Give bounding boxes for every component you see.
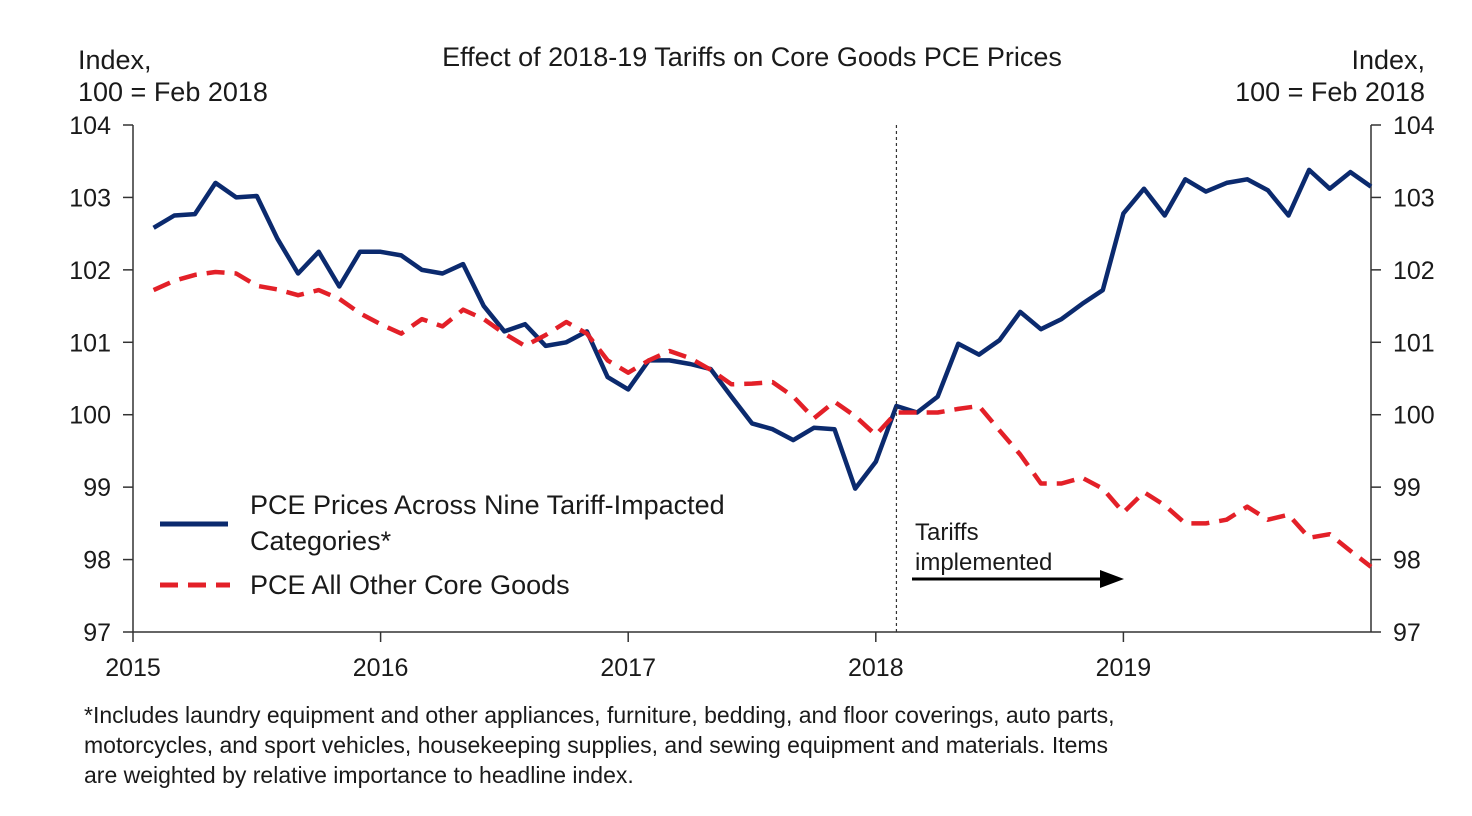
- y-tick-label-left: 103: [69, 184, 111, 212]
- y-tick-label-left: 101: [69, 329, 111, 357]
- y-tick-label-left: 104: [69, 112, 111, 140]
- chart: Effect of 2018-19 Tariffs on Core Goods …: [69, 42, 1435, 682]
- series-layer: [152, 167, 1373, 569]
- axes: 97 97 98 98 99 99 100 100 101 101 102 102 103 103 104 1…: [69, 112, 1435, 682]
- left-axis-label-line-2: 100 = Feb 2018: [78, 77, 268, 107]
- y-tick-label-right: 99: [1393, 474, 1421, 502]
- y-tick-label-right: 103: [1393, 184, 1435, 212]
- footnote: *Includes laundry equipment and other ap…: [84, 700, 1404, 790]
- legend-label-impacted-line-1: PCE Prices Across Nine Tariff-Impacted: [250, 490, 725, 520]
- tariffs-arrow: [912, 570, 1124, 588]
- y-tick-label-left: 100: [69, 402, 111, 430]
- series-line-impacted: [152, 167, 1373, 491]
- x-tick-label: 2017: [600, 654, 656, 682]
- series-line-other: [152, 269, 1373, 569]
- legend-label-other: PCE All Other Core Goods: [250, 570, 570, 600]
- y-tick-label-right: 100: [1393, 402, 1435, 430]
- x-tick-label: 2018: [848, 654, 904, 682]
- footnote-line-3: are weighted by relative importance to h…: [84, 762, 634, 788]
- tariffs-label-line-2: implemented: [915, 549, 1052, 576]
- chart-title: Effect of 2018-19 Tariffs on Core Goods …: [442, 42, 1062, 72]
- left-axis-label-line-1: Index,: [78, 45, 152, 75]
- legend-label-impacted-line-2: Categories*: [250, 526, 392, 556]
- y-tick-label-right: 97: [1393, 619, 1421, 647]
- y-tick-label-right: 101: [1393, 329, 1435, 357]
- right-axis-label-line-2: 100 = Feb 2018: [1235, 77, 1425, 107]
- y-tick-label-right: 104: [1393, 112, 1435, 140]
- y-tick-label-right: 98: [1393, 547, 1421, 575]
- y-tick-label-left: 97: [83, 619, 111, 647]
- y-tick-label-right: 102: [1393, 257, 1435, 285]
- right-axis-label-line-1: Index,: [1351, 45, 1425, 75]
- x-tick-label: 2019: [1096, 654, 1152, 682]
- y-tick-label-left: 98: [83, 547, 111, 575]
- footnote-line-1: *Includes laundry equipment and other ap…: [84, 702, 1115, 728]
- y-tick-label-left: 99: [83, 474, 111, 502]
- x-tick-label: 2015: [105, 654, 161, 682]
- y-tick-label-left: 102: [69, 257, 111, 285]
- footnote-line-2: motorcycles, and sport vehicles, houseke…: [84, 732, 1109, 758]
- tariffs-label-line-1: Tariffs: [915, 519, 979, 546]
- x-tick-label: 2016: [353, 654, 409, 682]
- legend: PCE Prices Across Nine Tariff-Impacted C…: [160, 490, 725, 600]
